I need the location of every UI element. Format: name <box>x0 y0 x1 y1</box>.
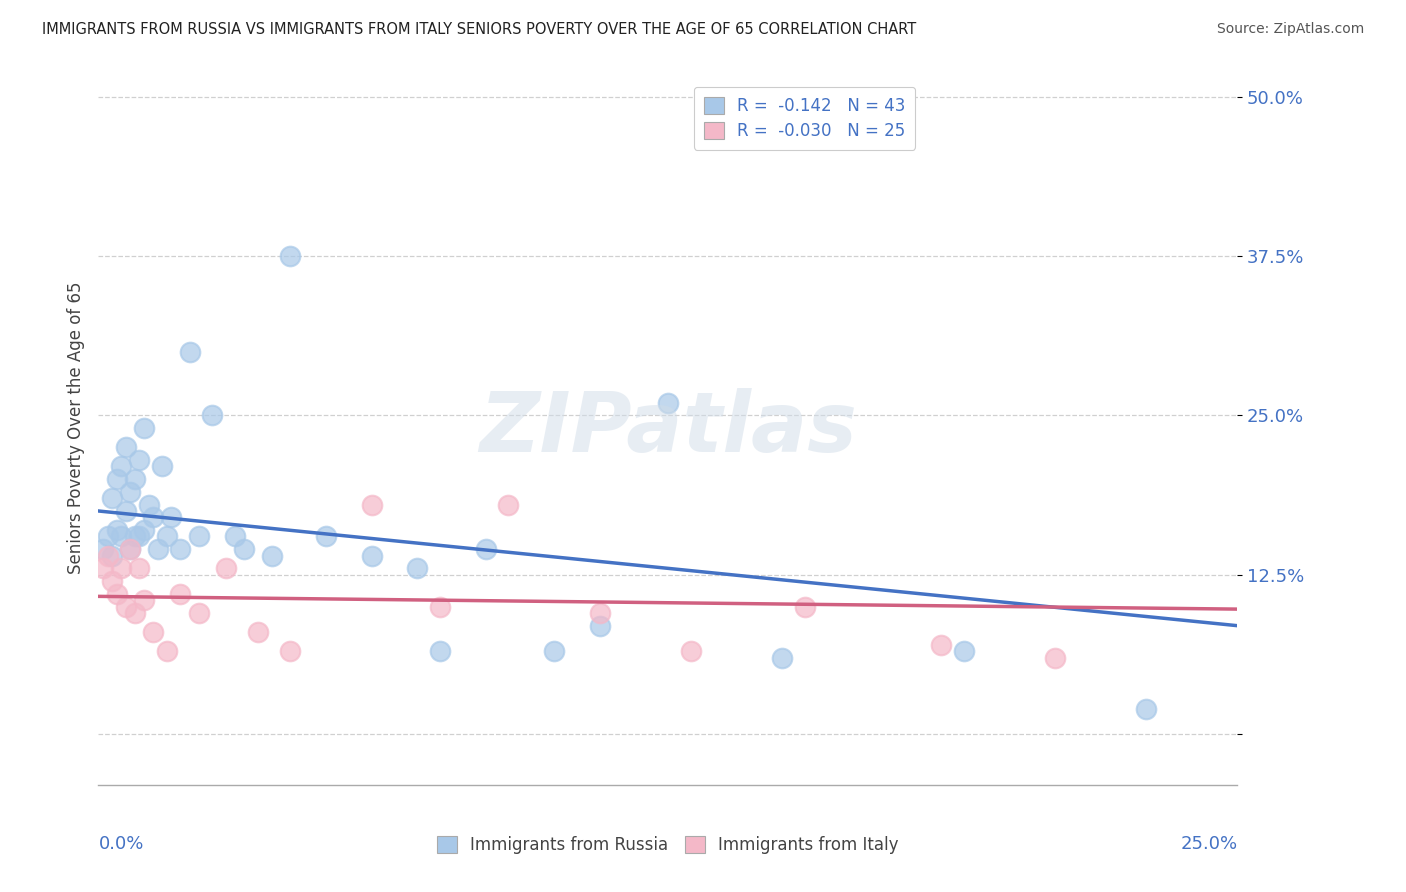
Point <box>101 491 124 506</box>
Point <box>169 587 191 601</box>
Point <box>128 561 150 575</box>
Text: 0.0%: 0.0% <box>98 835 143 853</box>
Point <box>187 529 209 543</box>
Point <box>543 644 565 658</box>
Point <box>793 599 815 614</box>
Point <box>150 459 173 474</box>
Point <box>588 606 610 620</box>
Point <box>1043 650 1066 665</box>
Point <box>657 395 679 409</box>
Point <box>105 472 128 486</box>
Point <box>233 542 256 557</box>
Point <box>124 472 146 486</box>
Point <box>146 542 169 557</box>
Point <box>110 459 132 474</box>
Point <box>142 510 165 524</box>
Point <box>96 529 118 543</box>
Point <box>156 644 179 658</box>
Point <box>1135 701 1157 715</box>
Point <box>128 453 150 467</box>
Point <box>96 549 118 563</box>
Point <box>110 561 132 575</box>
Point <box>138 498 160 512</box>
Point <box>406 561 429 575</box>
Y-axis label: Seniors Poverty Over the Age of 65: Seniors Poverty Over the Age of 65 <box>66 282 84 574</box>
Point <box>160 510 183 524</box>
Point <box>224 529 246 543</box>
Point <box>132 523 155 537</box>
Text: IMMIGRANTS FROM RUSSIA VS IMMIGRANTS FROM ITALY SENIORS POVERTY OVER THE AGE OF : IMMIGRANTS FROM RUSSIA VS IMMIGRANTS FRO… <box>42 22 917 37</box>
Point <box>120 484 142 499</box>
Point <box>360 498 382 512</box>
Point <box>91 542 114 557</box>
Text: 25.0%: 25.0% <box>1180 835 1237 853</box>
Point <box>429 599 451 614</box>
Point <box>246 625 269 640</box>
Point <box>124 606 146 620</box>
Point <box>114 440 136 454</box>
Point <box>101 549 124 563</box>
Point <box>105 587 128 601</box>
Point <box>101 574 124 588</box>
Point <box>114 504 136 518</box>
Point <box>124 529 146 543</box>
Point <box>588 618 610 632</box>
Point <box>120 542 142 557</box>
Point <box>128 529 150 543</box>
Point <box>179 344 201 359</box>
Point <box>110 529 132 543</box>
Point <box>201 409 224 423</box>
Legend: Immigrants from Russia, Immigrants from Italy: Immigrants from Russia, Immigrants from … <box>429 828 907 863</box>
Point <box>260 549 283 563</box>
Point <box>679 644 702 658</box>
Point <box>114 599 136 614</box>
Point <box>498 498 520 512</box>
Point <box>105 523 128 537</box>
Point <box>953 644 976 658</box>
Point <box>91 561 114 575</box>
Point <box>215 561 238 575</box>
Point <box>142 625 165 640</box>
Point <box>278 644 301 658</box>
Point <box>156 529 179 543</box>
Point <box>187 606 209 620</box>
Point <box>315 529 337 543</box>
Point <box>474 542 496 557</box>
Point <box>278 249 301 263</box>
Point <box>132 421 155 435</box>
Point <box>929 638 952 652</box>
Point <box>132 593 155 607</box>
Text: ZIPatlas: ZIPatlas <box>479 388 856 468</box>
Point <box>360 549 382 563</box>
Point <box>120 542 142 557</box>
Point <box>770 650 793 665</box>
Point <box>169 542 191 557</box>
Text: Source: ZipAtlas.com: Source: ZipAtlas.com <box>1216 22 1364 37</box>
Point <box>429 644 451 658</box>
